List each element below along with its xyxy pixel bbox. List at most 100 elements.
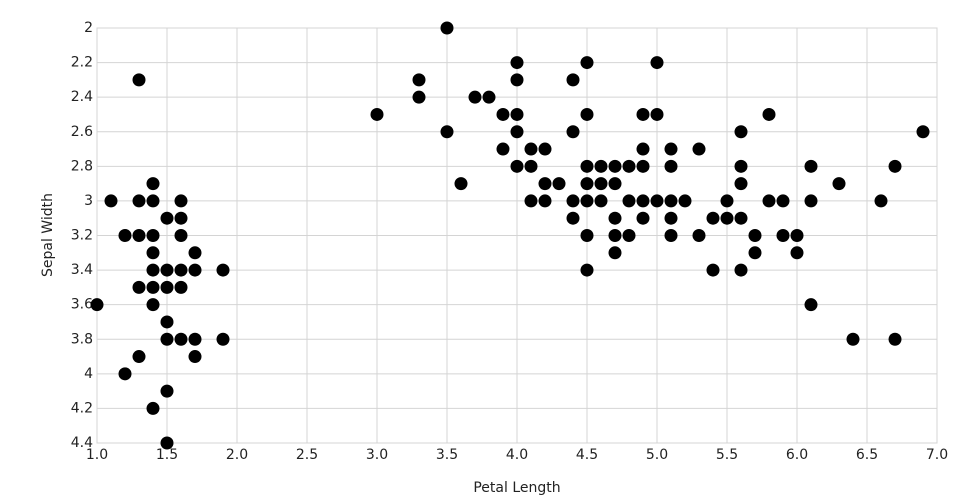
point — [160, 436, 174, 450]
point — [776, 194, 790, 208]
x-tick-label: 6.0 — [786, 447, 808, 463]
point — [748, 246, 762, 260]
y-tick-label: 2.2 — [71, 55, 93, 71]
point — [748, 229, 762, 242]
point — [566, 194, 580, 208]
point — [734, 211, 748, 225]
point — [580, 107, 594, 121]
point — [804, 194, 818, 208]
point — [132, 280, 146, 294]
point — [132, 350, 146, 364]
point — [776, 229, 790, 242]
point — [636, 142, 650, 156]
point — [846, 332, 860, 346]
point — [118, 229, 132, 242]
y-tick-label: 2.4 — [71, 89, 93, 105]
point — [636, 194, 650, 208]
point — [580, 177, 594, 191]
point — [734, 263, 748, 277]
point — [608, 159, 622, 173]
point — [188, 332, 202, 346]
point — [412, 73, 426, 87]
point — [174, 211, 188, 225]
point — [496, 142, 510, 156]
y-tick-label: 3 — [84, 193, 93, 209]
point — [146, 246, 160, 260]
point — [580, 229, 594, 242]
point — [510, 125, 524, 139]
point — [762, 194, 776, 208]
point — [482, 90, 496, 104]
point — [622, 159, 636, 173]
point — [524, 142, 538, 156]
point — [174, 194, 188, 208]
point — [580, 194, 594, 208]
point — [104, 194, 118, 208]
point — [160, 280, 174, 294]
point — [790, 246, 804, 260]
point — [608, 211, 622, 225]
point — [188, 246, 202, 260]
y-tick-label: 3.8 — [71, 331, 93, 347]
point — [832, 177, 846, 191]
point — [636, 211, 650, 225]
point — [650, 56, 664, 70]
point — [538, 142, 552, 156]
point — [650, 194, 664, 208]
point — [370, 107, 384, 121]
x-tick-label: 4.5 — [576, 447, 598, 463]
point — [510, 56, 524, 70]
point — [132, 229, 146, 242]
point — [90, 298, 104, 312]
point — [566, 211, 580, 225]
point — [622, 229, 636, 242]
point — [118, 367, 132, 381]
point — [804, 159, 818, 173]
point — [566, 73, 580, 87]
x-tick-label: 6.5 — [856, 447, 878, 463]
point — [594, 194, 608, 208]
point — [160, 332, 174, 346]
point — [706, 211, 720, 225]
point — [146, 280, 160, 294]
y-tick-label: 4 — [84, 366, 93, 382]
point — [146, 298, 160, 312]
point — [804, 298, 818, 312]
y-tick-label: 2.6 — [71, 124, 93, 140]
point — [188, 350, 202, 364]
point — [454, 177, 468, 191]
point — [146, 194, 160, 208]
point — [412, 90, 426, 104]
point — [524, 159, 538, 173]
point — [734, 159, 748, 173]
point — [664, 159, 678, 173]
y-tick-label: 3.4 — [71, 262, 93, 278]
x-tick-label: 2.5 — [296, 447, 318, 463]
point — [146, 263, 160, 277]
x-tick-label: 1.5 — [156, 447, 178, 463]
point — [580, 263, 594, 277]
point — [790, 229, 804, 242]
point — [888, 332, 902, 346]
y-tick-label: 3.6 — [71, 297, 93, 313]
point — [734, 177, 748, 191]
point — [160, 211, 174, 225]
point — [538, 194, 552, 208]
point — [146, 229, 160, 242]
point — [622, 194, 636, 208]
point — [440, 125, 454, 139]
point — [174, 280, 188, 294]
point — [440, 21, 454, 35]
point — [188, 263, 202, 277]
point — [664, 229, 678, 242]
point — [720, 211, 734, 225]
point — [580, 159, 594, 173]
point — [608, 246, 622, 260]
point — [510, 73, 524, 87]
point — [566, 125, 580, 139]
plot-frame — [96, 27, 938, 444]
y-tick-label: 2.8 — [71, 158, 93, 174]
x-tick-label: 2.0 — [226, 447, 248, 463]
point — [734, 125, 748, 139]
